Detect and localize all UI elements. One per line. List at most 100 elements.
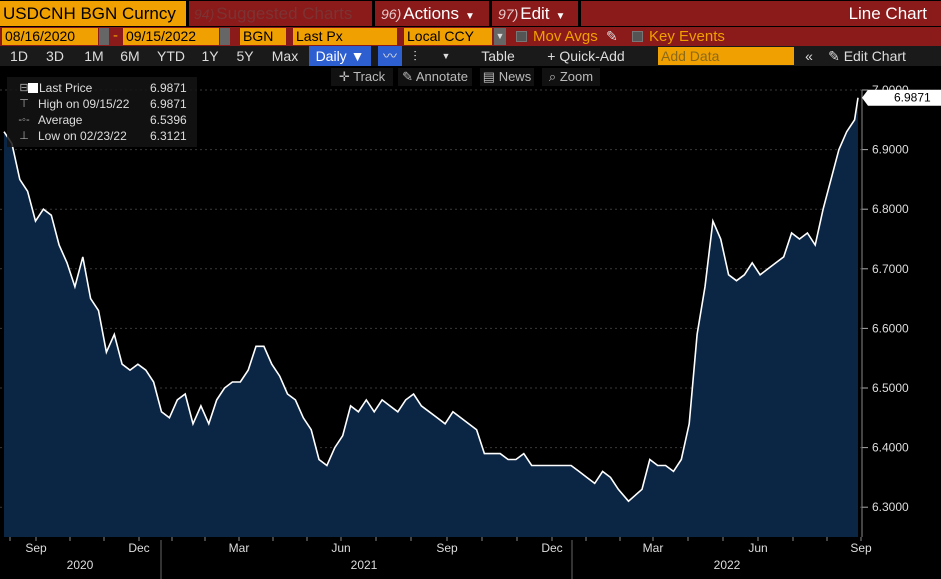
y-tick-label: 6.7000 bbox=[872, 262, 909, 276]
last-price-tag-value: 6.9871 bbox=[894, 91, 931, 105]
legend-label: Average bbox=[38, 113, 83, 127]
period-1m-button[interactable]: 1M bbox=[84, 48, 104, 64]
ticker-field[interactable]: USDCNH BGN Curncy bbox=[0, 1, 186, 26]
frequency-dropdown[interactable]: Daily ▼ bbox=[309, 46, 371, 66]
legend-label: Last Price bbox=[39, 81, 93, 95]
x-axis-background bbox=[0, 537, 941, 579]
period-max-button[interactable]: Max bbox=[271, 48, 299, 64]
caret-down-icon: ▼ bbox=[555, 11, 566, 22]
actions-menu[interactable]: 96) Actions ▼ bbox=[375, 1, 489, 26]
x-year-label: 2020 bbox=[67, 558, 94, 572]
y-tick-label: 6.9000 bbox=[872, 143, 909, 157]
edit-number: 97) bbox=[498, 6, 519, 22]
mov-avgs-label: Mov Avgs bbox=[533, 28, 598, 45]
actions-number: 96) bbox=[381, 6, 402, 22]
x-month-label: Jun bbox=[748, 541, 767, 555]
end-date-field[interactable]: 09/15/2022 bbox=[123, 28, 219, 45]
actions-label: Actions bbox=[403, 4, 459, 23]
mov-avgs-checkbox[interactable] bbox=[516, 31, 527, 42]
date-separator: - bbox=[113, 27, 118, 44]
chevron-down-icon[interactable]: ▼ bbox=[441, 51, 451, 61]
frequency-label: Daily bbox=[315, 48, 347, 64]
price-line bbox=[3, 97, 859, 503]
period-1y-button[interactable]: 1Y bbox=[201, 48, 219, 64]
zoom-tool[interactable]: ⌕ Zoom bbox=[542, 68, 600, 86]
high-marker-icon: ⊤ bbox=[19, 98, 29, 110]
legend-value: 6.9871 bbox=[150, 97, 187, 111]
chevron-down-icon[interactable]: ▼ bbox=[494, 28, 506, 45]
x-month-label: Dec bbox=[541, 541, 562, 555]
minus-box-icon: ⊟ bbox=[19, 82, 29, 94]
period-6m-button[interactable]: 6M bbox=[120, 48, 140, 64]
suggested-charts-label: Suggested Charts bbox=[216, 4, 353, 23]
quick-add-label: Quick-Add bbox=[559, 48, 625, 64]
x-month-label: Jun bbox=[331, 541, 350, 555]
y-tick-label: 6.5000 bbox=[872, 381, 909, 395]
x-axis-ticks: Sep Dec Mar Jun Sep Dec Mar Jun Sep 2020 2021 2022 bbox=[0, 537, 941, 579]
suggested-charts-number: 94) bbox=[194, 6, 215, 22]
start-date-field[interactable]: 08/16/2020 bbox=[2, 28, 98, 45]
y-tick-label: 6.8000 bbox=[872, 202, 909, 216]
key-events-label: Key Events bbox=[649, 28, 725, 45]
last-price-tag: 6.9871 bbox=[862, 89, 941, 106]
table-button[interactable]: Table bbox=[481, 48, 515, 64]
zoom-label: Zoom bbox=[559, 69, 594, 84]
source-field[interactable]: BGN bbox=[240, 28, 286, 45]
collapse-icon[interactable]: « bbox=[805, 48, 813, 64]
edit-chart-button[interactable]: ✎ Edit Chart bbox=[828, 48, 906, 64]
currency-selector[interactable]: Local CCY bbox=[404, 28, 492, 45]
x-month-label: Sep bbox=[436, 541, 458, 555]
period-5y-button[interactable]: 5Y bbox=[236, 48, 254, 64]
x-month-label: Dec bbox=[128, 541, 149, 555]
add-data-input[interactable]: Add Data bbox=[658, 47, 794, 65]
annotate-label: Annotate bbox=[415, 69, 468, 84]
series-swatch bbox=[28, 83, 38, 93]
key-events-checkbox[interactable] bbox=[632, 31, 643, 42]
legend-last-price: ⊟ Last Price 6.9871 bbox=[7, 80, 197, 96]
suggested-charts-tab[interactable]: 94) Suggested Charts bbox=[189, 1, 372, 26]
caret-down-icon: ▼ bbox=[464, 11, 475, 22]
period-1d-button[interactable]: 1D bbox=[10, 48, 28, 64]
y-tick-label: 6.4000 bbox=[872, 441, 909, 455]
legend-value: 6.3121 bbox=[150, 129, 187, 143]
period-3d-button[interactable]: 3D bbox=[46, 48, 64, 64]
pencil-icon[interactable]: ✎ bbox=[606, 28, 618, 44]
x-month-label: Sep bbox=[25, 541, 47, 555]
field-selector[interactable]: Last Px bbox=[293, 28, 397, 45]
low-marker-icon: ⊥ bbox=[19, 130, 29, 142]
x-year-label: 2022 bbox=[714, 558, 741, 572]
legend-value: 6.5396 bbox=[150, 113, 187, 127]
average-marker-icon: -◦- bbox=[18, 114, 30, 126]
legend-high: ⊤ High on 09/15/22 6.9871 bbox=[7, 96, 197, 112]
legend-label: Low on 02/23/22 bbox=[38, 129, 127, 143]
edit-menu[interactable]: 97) Edit ▼ bbox=[492, 1, 578, 26]
track-label: Track bbox=[353, 69, 386, 84]
legend-value: 6.9871 bbox=[150, 81, 187, 95]
x-month-label: Mar bbox=[643, 541, 664, 555]
news-tool[interactable]: ▤ News bbox=[480, 68, 534, 86]
y-tick-label: 6.3000 bbox=[872, 500, 909, 514]
track-tool[interactable]: ✛ Track bbox=[331, 68, 393, 86]
x-month-label: Sep bbox=[850, 541, 872, 555]
x-month-label: Mar bbox=[229, 541, 250, 555]
edit-label: Edit bbox=[520, 4, 550, 23]
legend-average: -◦- Average 6.5396 bbox=[7, 112, 197, 128]
edit-chart-label: Edit Chart bbox=[843, 48, 906, 64]
price-area-fill bbox=[4, 97, 858, 537]
last-price-tag-box bbox=[862, 89, 941, 106]
legend-low: ⊥ Low on 02/23/22 6.3121 bbox=[7, 128, 197, 144]
calendar-icon[interactable] bbox=[220, 28, 230, 45]
annotate-tool[interactable]: ✎ Annotate bbox=[398, 68, 472, 86]
x-year-label: 2021 bbox=[351, 558, 378, 572]
line-chart-icon[interactable]: 〰 bbox=[378, 46, 402, 66]
period-ytd-button[interactable]: YTD bbox=[157, 48, 185, 64]
calendar-icon[interactable] bbox=[99, 28, 109, 45]
y-tick-label: 6.6000 bbox=[872, 321, 909, 335]
chart-type-title: Line Chart bbox=[581, 1, 941, 26]
legend-label: High on 09/15/22 bbox=[38, 97, 130, 111]
chart-legend[interactable]: ⊟ Last Price 6.9871 ⊤ High on 09/15/22 6… bbox=[7, 77, 197, 147]
bar-chart-icon[interactable]: ⫶ bbox=[413, 48, 417, 64]
news-label: News bbox=[498, 69, 532, 84]
y-axis-ticks: 6.3000 6.4000 6.5000 6.6000 6.7000 6.8000 6.90… bbox=[861, 83, 909, 537]
